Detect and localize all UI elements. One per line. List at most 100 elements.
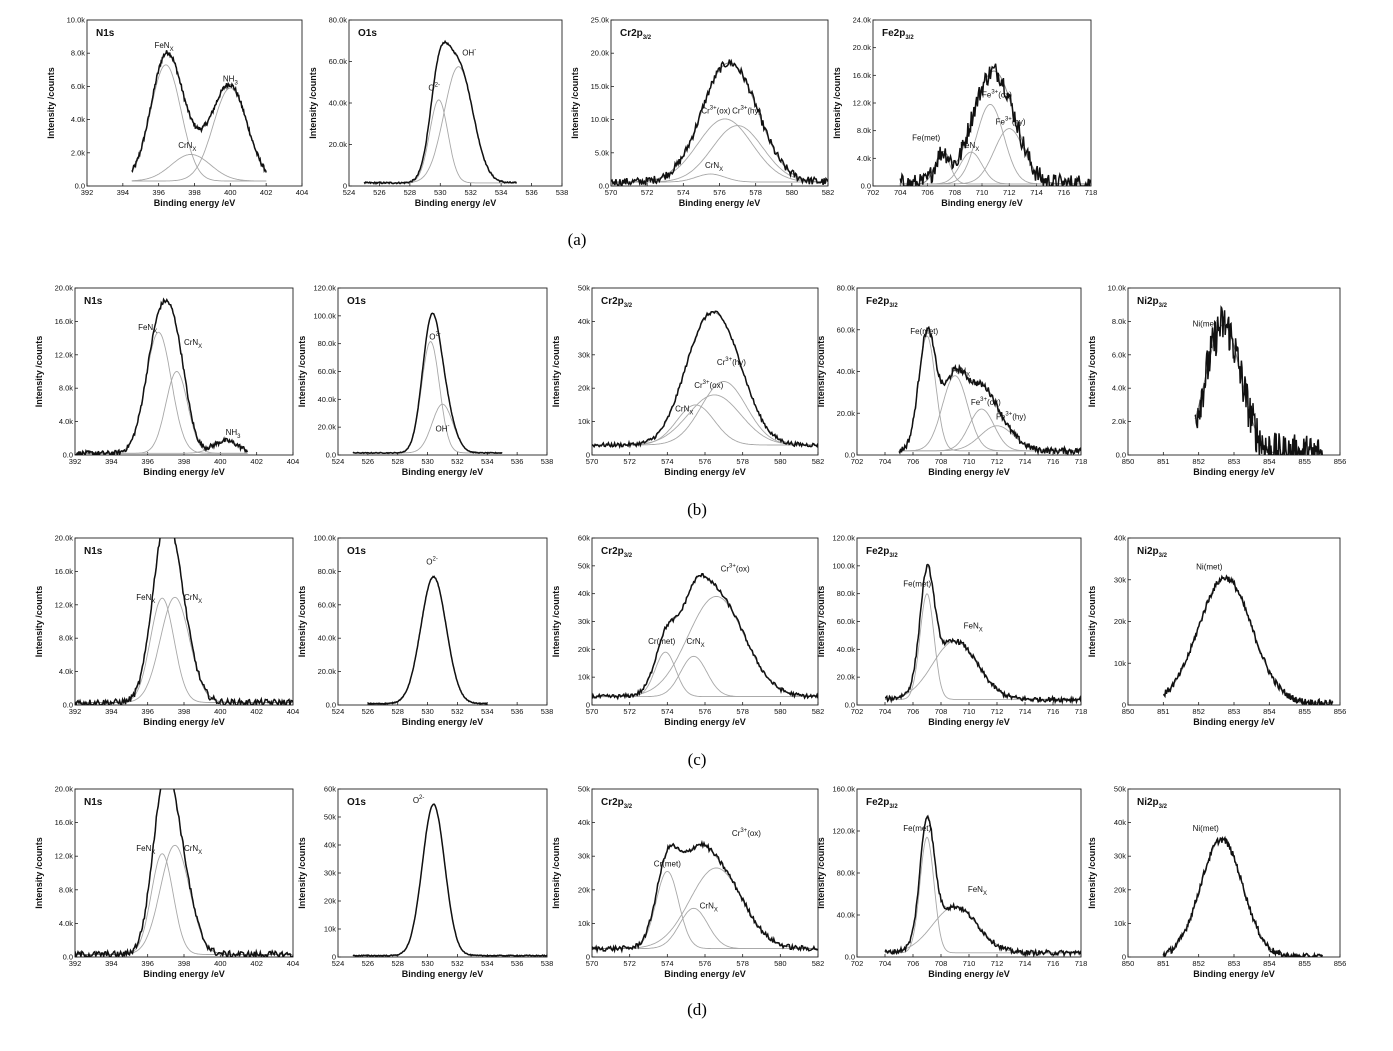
- plot-frame: [872, 19, 1092, 187]
- measured-spectrum: [367, 575, 488, 705]
- x-tick-label: 854: [1263, 959, 1276, 968]
- y-tick-label: 10k: [578, 673, 590, 682]
- peak-label-oh: OH-: [436, 423, 450, 433]
- y-tick-label: 50k: [578, 785, 590, 794]
- x-axis-title: Binding energy /eV: [928, 717, 1010, 727]
- y-tick-label: 24.0k: [853, 16, 872, 25]
- x-axis-title: Binding energy /eV: [402, 969, 484, 979]
- peak-label-fe3-ox: Fe3+(ox): [982, 89, 1012, 99]
- x-tick-label: 532: [451, 457, 464, 466]
- chart-a-fe2p3-2: 702 704 706 708 710 712 714 716 718 0.0 4.0k 8.0k 12…: [832, 16, 1097, 209]
- y-tick-label: 16.0k: [55, 818, 74, 827]
- x-tick-label: 708: [935, 457, 948, 466]
- x-tick-label: 702: [851, 707, 864, 716]
- x-tick-label: 394: [105, 707, 118, 716]
- y-tick-label: 40.0k: [329, 99, 348, 108]
- peak-label-fenx: FeNX: [138, 323, 157, 335]
- y-tick-label: 0: [586, 451, 590, 460]
- y-axis-title: Intensity /counts: [297, 336, 307, 408]
- x-axis-title: Binding energy /eV: [1193, 467, 1275, 477]
- y-tick-label: 80.0k: [329, 16, 348, 25]
- peak-label-oh: OH-: [462, 47, 476, 57]
- x-tick-label: 702: [867, 188, 880, 197]
- plot-area: [352, 803, 547, 957]
- x-tick-label: 854: [1263, 457, 1276, 466]
- y-tick-label: 2.0k: [1112, 417, 1126, 426]
- y-tick-label: 20.0k: [55, 785, 74, 794]
- x-tick-label: 712: [991, 959, 1004, 968]
- y-tick-label: 0: [586, 953, 590, 962]
- x-tick-label: 534: [481, 457, 494, 466]
- y-tick-label: 4.0k: [59, 667, 73, 676]
- plot-frame: [1127, 287, 1341, 456]
- chart-title: O1s: [347, 797, 366, 808]
- y-tick-label: 20k: [1114, 885, 1126, 894]
- y-tick-label: 0.0: [75, 182, 85, 191]
- y-tick-label: 20.0k: [837, 673, 856, 682]
- y-tick-label: 20k: [1114, 617, 1126, 626]
- y-axis-title: Intensity /counts: [551, 837, 561, 909]
- measured-spectrum: [352, 803, 547, 957]
- chart-title: N1s: [84, 546, 103, 557]
- x-tick-label: 704: [879, 959, 892, 968]
- x-tick-label: 402: [250, 457, 263, 466]
- x-tick-label: 538: [541, 457, 554, 466]
- chart-a-cr2p3-2: 570 572 574 576 578 580 582 0.0 5.0k 10.0k 15.0k 20…: [570, 16, 834, 209]
- x-tick-label: 536: [511, 707, 524, 716]
- x-tick-label: 532: [451, 707, 464, 716]
- y-tick-label: 0.0: [63, 701, 73, 710]
- y-tick-label: 0: [1122, 701, 1126, 710]
- x-tick-label: 524: [343, 188, 356, 197]
- chart-d-ni2p3-2: 850 851 852 853 854 855 856 0 10k 20k 30k 40k 50k Bin…: [1087, 785, 1346, 980]
- y-tick-label: 0: [1122, 953, 1126, 962]
- x-tick-label: 850: [1122, 707, 1135, 716]
- y-tick-label: 20k: [578, 885, 590, 894]
- y-tick-label: 80.0k: [318, 339, 337, 348]
- x-tick-label: 398: [178, 707, 191, 716]
- x-tick-label: 400: [214, 959, 227, 968]
- x-tick-label: 704: [879, 457, 892, 466]
- x-tick-label: 852: [1192, 457, 1205, 466]
- plot-frame: [337, 788, 548, 958]
- plot-area: [363, 39, 518, 186]
- peak-label-cr-met: Cr(met): [648, 637, 675, 646]
- peak-label-fe3-ox: Fe3+(ox): [971, 397, 1001, 407]
- chart-title: O1s: [358, 28, 377, 39]
- measured-spectrum: [131, 50, 267, 174]
- x-tick-label: 570: [586, 457, 599, 466]
- y-axis-title: Intensity /counts: [816, 837, 826, 909]
- x-tick-label: 576: [699, 707, 712, 716]
- plot-frame: [348, 19, 563, 187]
- plot-frame: [591, 287, 819, 456]
- x-tick-label: 526: [362, 959, 375, 968]
- x-axis-title: Binding energy /eV: [664, 969, 746, 979]
- x-tick-label: 524: [332, 457, 345, 466]
- chart-d-cr2p3-2: 570 572 574 576 578 580 582 0 10k 20k 30k 40k 50k Bin…: [551, 785, 824, 980]
- y-tick-label: 16.0k: [853, 71, 872, 80]
- peak-label-ni-met: Ni(met): [1193, 319, 1220, 328]
- component-peak-crnx: [131, 154, 267, 182]
- panel-caption-b: (b): [687, 500, 707, 519]
- x-tick-label: 404: [287, 959, 300, 968]
- x-tick-label: 404: [296, 188, 309, 197]
- y-tick-label: 40k: [1114, 534, 1126, 543]
- y-tick-label: 0: [343, 182, 347, 191]
- y-tick-label: 40k: [578, 317, 590, 326]
- y-tick-label: 30k: [578, 617, 590, 626]
- y-tick-label: 10k: [324, 925, 336, 934]
- plot-area: [898, 325, 1081, 455]
- y-axis-title: Intensity /counts: [46, 67, 56, 139]
- chart-title: Fe2p3/2: [866, 797, 898, 810]
- x-tick-label: 716: [1047, 707, 1060, 716]
- peak-label-o2: O2-: [428, 83, 440, 93]
- measured-spectrum: [75, 538, 293, 705]
- chart-b-fe2p3-2: 702 704 706 708 710 712 714 716 718 0.0 20.0k 40.0k…: [816, 284, 1087, 478]
- x-tick-label: 526: [362, 457, 375, 466]
- x-tick-label: 852: [1192, 959, 1205, 968]
- y-tick-label: 50k: [1114, 785, 1126, 794]
- measured-spectrum: [363, 39, 518, 186]
- x-tick-label: 404: [287, 457, 300, 466]
- x-tick-label: 578: [736, 457, 749, 466]
- x-tick-label: 578: [736, 707, 749, 716]
- y-axis-title: Intensity /counts: [570, 67, 580, 139]
